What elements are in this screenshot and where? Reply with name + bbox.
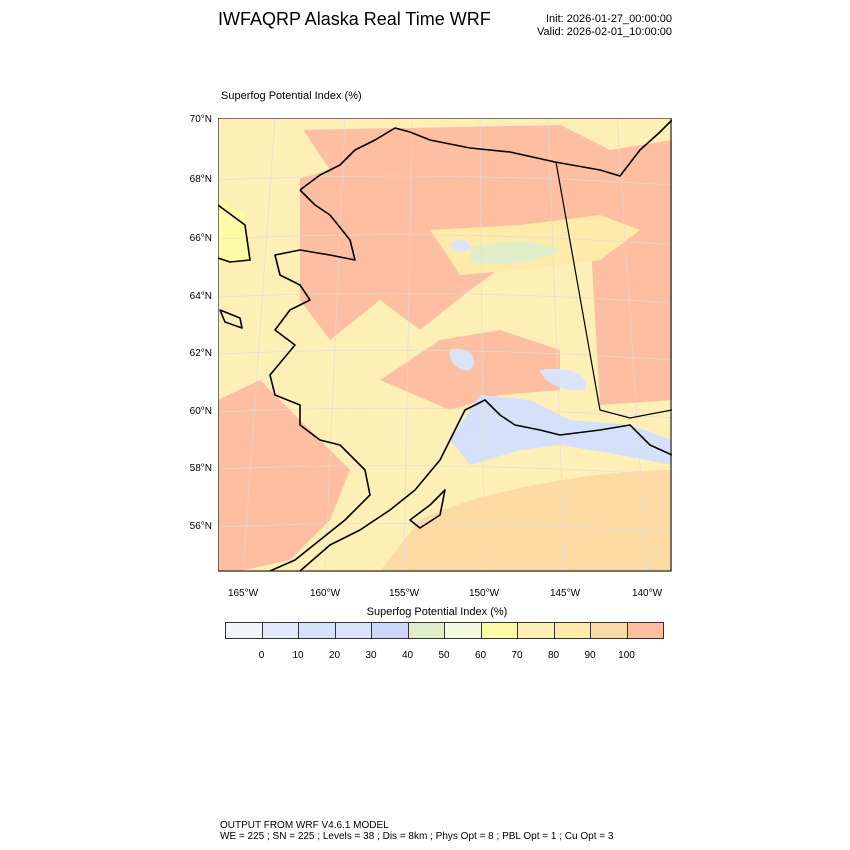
lon-label: 165°W xyxy=(227,588,259,599)
lon-label: 150°W xyxy=(468,588,500,599)
colorbar-label: 20 xyxy=(328,650,341,661)
colorbar-swatch xyxy=(408,623,445,638)
footer-line-2: WE = 225 ; SN = 225 ; Levels = 38 ; Dis … xyxy=(220,831,614,842)
footer-line-1: OUTPUT FROM WRF V4.6.1 MODEL xyxy=(220,820,389,831)
colorbar-swatch xyxy=(299,623,336,638)
model-footer: OUTPUT FROM WRF V4.6.1 MODEL WE = 225 ; … xyxy=(220,820,613,842)
colorbar-label: 60 xyxy=(474,650,487,661)
colorbar-label: 40 xyxy=(401,650,414,661)
colorbar-swatch xyxy=(445,623,482,638)
colorbar-swatch xyxy=(481,623,518,638)
init-time: Init: 2026-01-27_00:00:00 xyxy=(546,13,672,25)
lon-label: 155°W xyxy=(388,588,420,599)
colorbar-swatch xyxy=(262,623,299,638)
lat-label: 64°N xyxy=(189,291,212,302)
colorbar-label: 50 xyxy=(438,650,450,661)
colorbar-swatch xyxy=(554,623,591,638)
colorbar-swatch xyxy=(591,623,628,638)
border-line xyxy=(555,161,672,419)
field-fill xyxy=(218,125,672,571)
colorbar-swatch xyxy=(372,623,409,638)
valid-time: Valid: 2026-02-01_10:00:00 xyxy=(537,26,672,38)
colorbar-label: 80 xyxy=(547,650,560,661)
lat-label: 70°N xyxy=(189,114,212,125)
coastline xyxy=(218,119,672,572)
colorbar-label: 70 xyxy=(511,650,523,661)
map-panel xyxy=(218,118,672,572)
colorbar xyxy=(225,622,664,639)
map-frame xyxy=(218,118,672,572)
lon-label: 140°W xyxy=(631,588,663,599)
lat-label: 56°N xyxy=(189,521,212,532)
colorbar-swatch xyxy=(335,623,372,638)
colorbar-label: 0 xyxy=(258,650,265,661)
colorbar-swatch xyxy=(627,623,663,638)
plot-title: IWFAQRP Alaska Real Time WRF xyxy=(218,9,491,29)
colorbar-label: 10 xyxy=(292,650,304,661)
colorbar-label: 30 xyxy=(365,650,377,661)
lat-label: 58°N xyxy=(189,463,212,474)
lat-label: 60°N xyxy=(189,406,212,417)
lat-label: 62°N xyxy=(189,348,212,359)
lat-label: 66°N xyxy=(189,233,212,244)
colorbar-title: Superfog Potential Index (%) xyxy=(366,606,508,618)
graticule xyxy=(218,118,672,572)
field-subtitle: Superfog Potential Index (%) xyxy=(221,90,362,102)
colorbar-swatch xyxy=(226,623,263,638)
colorbar-swatch xyxy=(518,623,555,638)
colorbar-label: 100 xyxy=(618,650,635,661)
lon-label: 160°W xyxy=(309,588,341,599)
colorbar-label: 90 xyxy=(584,650,596,661)
init-valid-times: Init: 2026-01-27_00:00:00 Valid: 2026-02… xyxy=(537,13,672,39)
lat-label: 68°N xyxy=(189,174,212,185)
lon-label: 145°W xyxy=(549,588,581,599)
